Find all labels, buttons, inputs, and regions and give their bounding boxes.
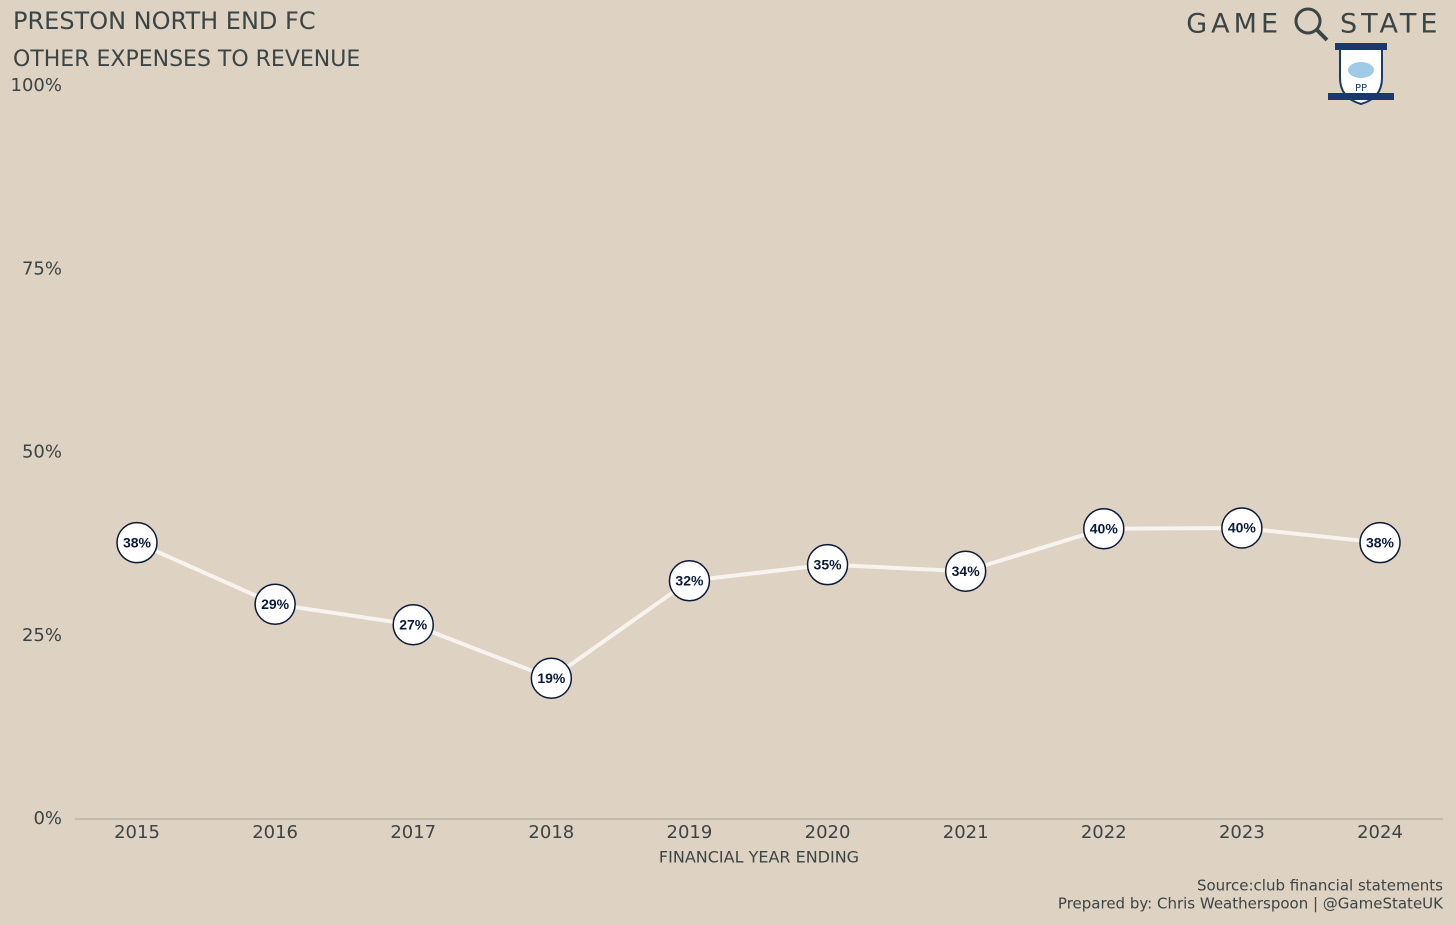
x-tick-label: 2018 [528, 822, 574, 843]
point [806, 543, 849, 586]
data-label: 40% [1090, 520, 1119, 536]
data-label: 38% [123, 534, 152, 550]
x-tick-label: 2021 [943, 822, 989, 843]
x-tick-label: 2022 [1081, 822, 1127, 843]
brand-text: STATE [1340, 9, 1441, 40]
x-tick-label: 2019 [667, 822, 713, 843]
point [1221, 507, 1263, 549]
source-note: Source:club financial statements [1197, 877, 1443, 895]
data-label: 29% [261, 596, 290, 612]
point [392, 604, 434, 646]
data-label: 40% [1228, 520, 1257, 536]
x-tick-label: 2015 [114, 822, 160, 843]
point [944, 550, 987, 592]
chart-title: PRESTON NORTH END FC [13, 7, 316, 35]
point [254, 583, 296, 625]
credit-note: Prepared by: Chris Weatherspoon | @GameS… [1058, 895, 1444, 913]
chart-subtitle: OTHER EXPENSES TO REVENUE [13, 47, 360, 72]
x-tick-label: 2016 [252, 822, 298, 843]
y-tick-label: 25% [22, 625, 62, 646]
x-tick-label: 2017 [390, 822, 436, 843]
point [116, 521, 158, 564]
brand-text: GAME [1186, 9, 1282, 40]
x-axis-label: FINANCIAL YEAR ENDING [659, 848, 859, 867]
point [668, 560, 711, 602]
point [530, 657, 573, 700]
x-tick-label: 2024 [1357, 822, 1403, 843]
point [1359, 521, 1401, 564]
crest-text: PP [1355, 83, 1367, 94]
data-label: 34% [952, 563, 981, 579]
y-tick-label: 50% [22, 442, 62, 463]
x-tick-label: 2020 [805, 822, 851, 843]
crest: PP [1328, 43, 1394, 106]
brand-icon [1294, 7, 1329, 42]
y-tick-label: 0% [33, 808, 62, 829]
y-tick-label: 100% [11, 75, 62, 96]
x-tick-label: 2023 [1219, 822, 1265, 843]
data-label: 27% [399, 616, 428, 632]
data-label: 32% [675, 572, 704, 588]
data-label: 35% [814, 556, 843, 572]
point [1083, 507, 1125, 550]
line [136, 525, 1381, 681]
y-tick-label: 75% [22, 258, 62, 279]
data-label: 19% [537, 670, 566, 686]
data-label: 38% [1366, 534, 1395, 550]
